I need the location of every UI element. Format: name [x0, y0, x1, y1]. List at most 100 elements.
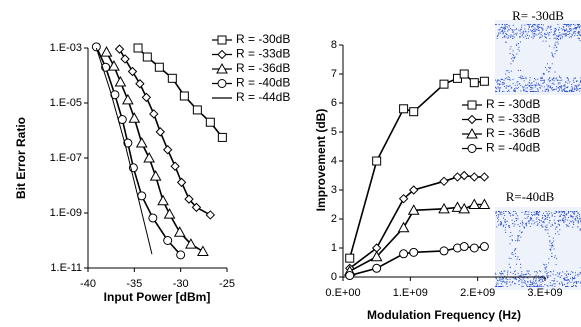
- eye-dot: [571, 221, 572, 222]
- eye-dot: [511, 258, 512, 259]
- eye-dot: [555, 211, 556, 212]
- eye-dot: [535, 85, 536, 86]
- eye-dot: [548, 211, 549, 212]
- eye-dot: [540, 80, 541, 81]
- eye-dot: [517, 85, 518, 86]
- eye-dot: [526, 91, 527, 92]
- eye-dot: [549, 81, 550, 82]
- eye-dot: [565, 36, 566, 37]
- eye-dot: [556, 29, 557, 30]
- eye-dot: [576, 281, 577, 282]
- eye-dot: [516, 87, 517, 88]
- eye-dot: [528, 38, 529, 39]
- eye-dot: [517, 256, 518, 257]
- eye-dot: [574, 277, 575, 278]
- eye-dot: [501, 212, 502, 213]
- eye-dot: [514, 226, 515, 227]
- eye-dot: [535, 91, 536, 92]
- eye-dot: [556, 47, 557, 48]
- eye-dot: [514, 250, 515, 251]
- eye-dot: [531, 218, 532, 219]
- eye-dot: [551, 271, 552, 272]
- eye-dot: [560, 35, 561, 36]
- eye-dot: [533, 279, 534, 280]
- eye-dot: [551, 212, 552, 213]
- eye-dot: [511, 88, 512, 89]
- eye-dot: [520, 264, 521, 265]
- eye-dot: [509, 258, 510, 259]
- eye-dot: [495, 273, 496, 274]
- eye-dot: [519, 278, 520, 279]
- eye-dot: [506, 284, 507, 285]
- eye-dot: [565, 82, 566, 83]
- eye-dot: [579, 27, 580, 28]
- eye-dot: [524, 25, 525, 26]
- eye-dot: [579, 84, 580, 85]
- eye-dot: [533, 24, 534, 25]
- eye-dot: [523, 226, 524, 227]
- eye-dot: [570, 211, 571, 212]
- eye-dot: [497, 81, 498, 82]
- eye-dot: [559, 225, 560, 226]
- eye-dot: [561, 86, 562, 87]
- eye-dot: [577, 218, 578, 219]
- eye-dot: [540, 284, 541, 285]
- eye-dot: [578, 31, 579, 32]
- eye-dot: [507, 91, 508, 92]
- eye-dot: [535, 34, 536, 35]
- eye-dot: [552, 245, 553, 246]
- eye-dot: [547, 33, 548, 34]
- eye-dot: [504, 215, 505, 216]
- legend-marker: [468, 101, 476, 109]
- eye-dot: [560, 38, 561, 39]
- eye-dot: [514, 90, 515, 91]
- eye-dot: [562, 211, 563, 212]
- eye-dot: [534, 212, 535, 213]
- eye-dot: [533, 91, 534, 92]
- eye-dot: [557, 80, 558, 81]
- eye-dot: [563, 89, 564, 90]
- eye-dot: [525, 212, 526, 213]
- eye-dot: [524, 80, 525, 81]
- eye-dot: [515, 90, 516, 91]
- eye-dot: [542, 90, 543, 91]
- eye-dot: [513, 83, 514, 84]
- eye-dot: [546, 84, 547, 85]
- eye-dot: [500, 281, 501, 282]
- eye-dot: [503, 211, 504, 212]
- eye-dot: [564, 211, 565, 212]
- eye-dot: [568, 282, 569, 283]
- eye-dot: [514, 30, 515, 31]
- eye-dot: [546, 30, 547, 31]
- eye-dot: [508, 90, 509, 91]
- marker: [460, 70, 468, 78]
- eye-dot: [562, 37, 563, 38]
- eye-dot: [514, 221, 515, 222]
- y-tick-label: 1.E-07: [50, 152, 82, 164]
- eye-dot: [535, 280, 536, 281]
- eye-dot: [516, 279, 517, 280]
- marker: [180, 92, 188, 100]
- eye-dot: [572, 286, 573, 287]
- eye-dot: [538, 30, 539, 31]
- eye-dot: [512, 223, 513, 224]
- eye-dot: [496, 285, 497, 286]
- eye-dot: [499, 211, 500, 212]
- eye-dot: [534, 36, 535, 37]
- eye-dot: [562, 219, 563, 220]
- eye-dot: [550, 80, 551, 81]
- eye-dot: [521, 271, 522, 272]
- eye-dot: [498, 216, 499, 217]
- eye-dot: [562, 283, 563, 284]
- eye-dot: [540, 271, 541, 272]
- eye-dot: [512, 36, 513, 37]
- eye-dot: [572, 217, 573, 218]
- eye-dot: [579, 26, 580, 27]
- eye-dot: [512, 240, 513, 241]
- eye-dot: [548, 35, 549, 36]
- x-tick-label: -40: [80, 278, 96, 290]
- eye-dot: [529, 223, 530, 224]
- eye-dot: [567, 286, 568, 287]
- eye-dot: [518, 47, 519, 48]
- eye-dot: [562, 284, 563, 285]
